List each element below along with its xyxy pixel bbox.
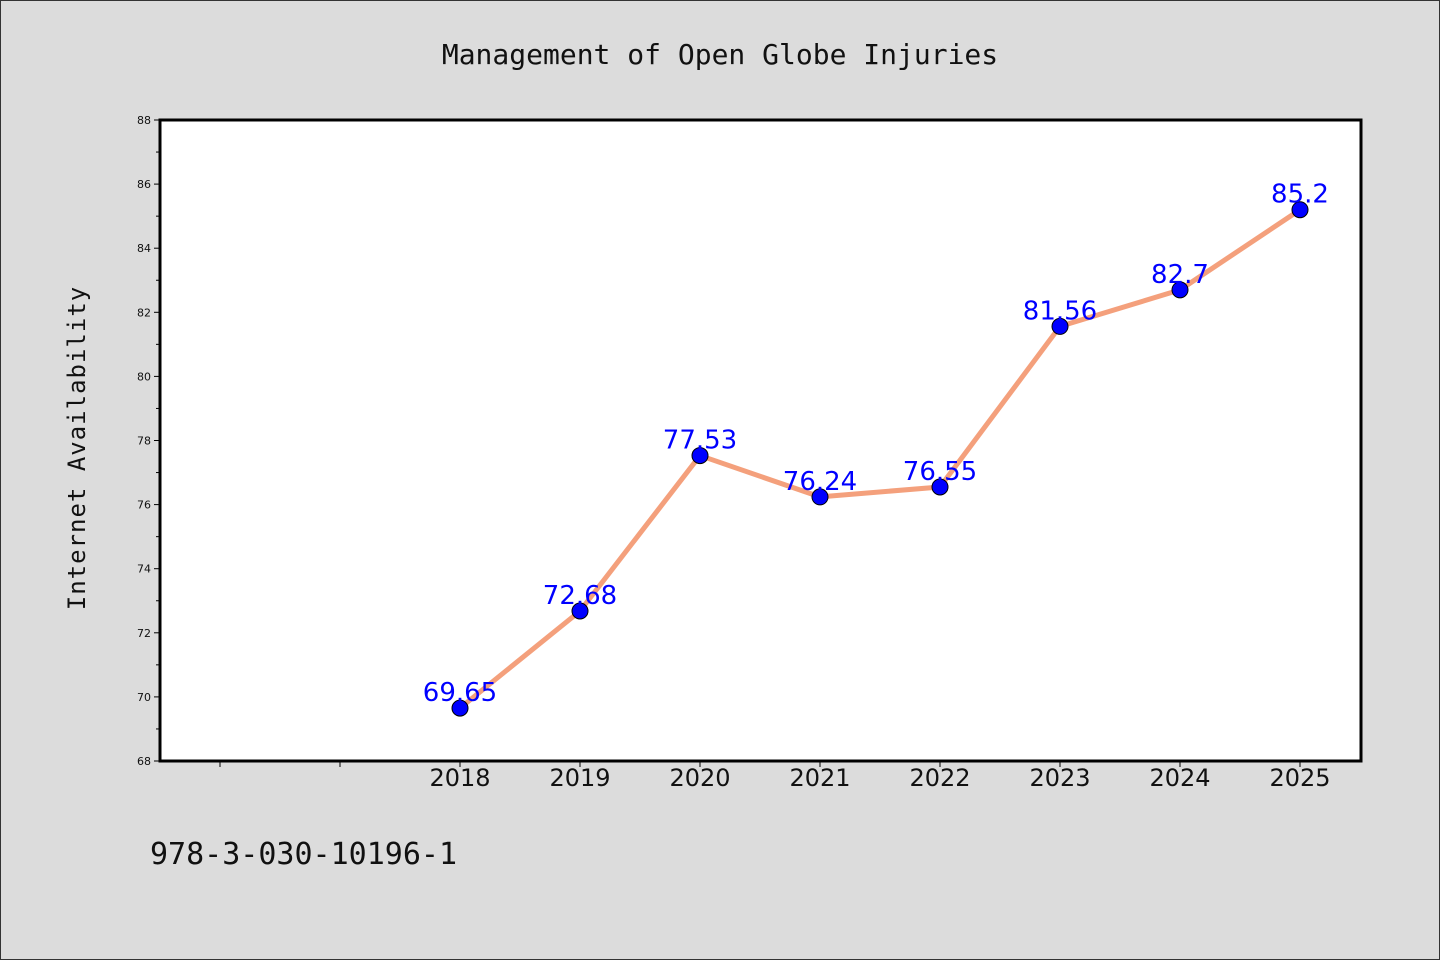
data-labels: 69.65 72.68 77.53 76.24 76.55 81.56 82.7 85.2 [423, 180, 1329, 708]
data-point-marker [811, 488, 829, 506]
data-point-marker [931, 478, 949, 496]
data-point-marker [691, 447, 709, 465]
series-line [457, 207, 1303, 711]
chart-title: Management of Open Globe Injuries [442, 38, 998, 71]
data-point-label: 81.56 [1023, 296, 1097, 326]
x-tick-label: 2021 [789, 764, 850, 792]
x-tick-label: 2018 [429, 764, 490, 792]
y-tick-label: 78 [137, 435, 151, 448]
footer-id-text: 978-3-030-10196-1 [150, 837, 457, 872]
y-tick-label: 86 [137, 178, 151, 191]
y-tick-label: 72 [137, 627, 151, 640]
y-axis-ticks: 68 70 72 74 76 78 80 82 84 86 88 [137, 114, 160, 768]
y-tick-label: 80 [137, 370, 151, 383]
y-tick-label: 84 [137, 242, 151, 255]
data-point-marker [1051, 317, 1069, 335]
data-point-marker [451, 699, 469, 717]
y-axis-label: Internet Availability [63, 286, 91, 610]
y-tick-label: 74 [137, 563, 151, 576]
data-point-label: 77.53 [663, 426, 737, 456]
x-axis-ticks: 2018 2019 2020 2021 2022 2023 2024 2025 [219, 761, 1331, 792]
x-tick-label: 2023 [1029, 764, 1090, 792]
plot-border [158, 118, 1363, 763]
data-markers [451, 201, 1309, 717]
data-point-marker [1291, 201, 1309, 219]
data-point-label: 72.68 [543, 581, 617, 611]
x-tick-label: 2020 [669, 764, 730, 792]
data-point-label: 85.2 [1271, 180, 1329, 210]
x-tick-label: 2025 [1269, 764, 1330, 792]
x-tick-label: 2024 [1149, 764, 1210, 792]
x-tick-label: 2022 [909, 764, 970, 792]
plot-area [160, 120, 1361, 761]
data-point-label: 82.7 [1151, 260, 1209, 290]
y-tick-label: 88 [137, 114, 151, 127]
data-point-marker [571, 602, 589, 620]
x-tick-label: 2019 [549, 764, 610, 792]
data-point-label: 76.24 [783, 467, 857, 497]
y-tick-label: 76 [137, 499, 151, 512]
y-tick-label: 82 [137, 306, 151, 319]
y-tick-label: 68 [137, 755, 151, 768]
y-tick-label: 70 [137, 691, 151, 704]
data-point-label: 76.55 [903, 457, 977, 487]
data-point-marker [1171, 281, 1189, 299]
data-point-label: 69.65 [423, 678, 497, 708]
